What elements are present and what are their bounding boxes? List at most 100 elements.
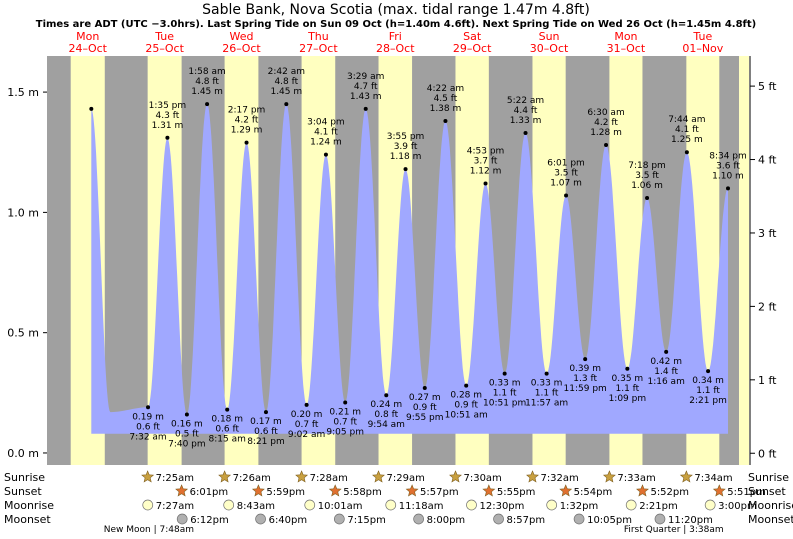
event-time: 7:27am bbox=[156, 501, 194, 512]
tide-label: 0.19 m bbox=[132, 412, 164, 422]
day-date: 01–Nov bbox=[682, 42, 723, 55]
tide-label: 1.07 m bbox=[550, 179, 582, 189]
tide-label: 7:18 pm bbox=[628, 161, 666, 171]
chart-subtitle: Times are ADT (UTC −3.0hrs). Last Spring… bbox=[36, 19, 756, 30]
event-time: 7:25am bbox=[156, 473, 194, 484]
sun-star-icon bbox=[482, 484, 496, 497]
tide-label: 3:55 pm bbox=[387, 132, 425, 142]
event-time: 11:20pm bbox=[668, 515, 713, 526]
row-label: Sunset bbox=[748, 485, 786, 498]
y-tick-label: 0.0 m bbox=[7, 447, 39, 460]
tide-label: 6:30 am bbox=[587, 108, 624, 118]
tide-label: 3.9 ft bbox=[394, 142, 418, 152]
tide-label: 1:35 pm bbox=[149, 101, 187, 111]
tide-label: 11:59 pm bbox=[564, 384, 607, 394]
row-label: Moonrise bbox=[4, 499, 54, 512]
tide-point bbox=[664, 349, 669, 354]
tide-label: 3.5 ft bbox=[635, 171, 659, 181]
moon-icon bbox=[142, 499, 154, 511]
tide-label: 9:05 pm bbox=[326, 427, 364, 437]
tide-point bbox=[284, 102, 289, 107]
tide-point bbox=[684, 150, 689, 155]
tide-label: 4.3 ft bbox=[156, 111, 180, 121]
sun-star-icon bbox=[526, 470, 539, 483]
tide-label: 1.4 ft bbox=[654, 367, 678, 377]
tide-label: 4.7 ft bbox=[354, 82, 378, 92]
tide-label: 1.1 ft bbox=[696, 386, 720, 396]
tide-point bbox=[89, 106, 94, 111]
tide-label: 1.25 m bbox=[671, 135, 703, 145]
tide-point bbox=[523, 130, 528, 135]
tide-label: 0.6 ft bbox=[254, 427, 278, 437]
moon-phase-note: New Moon | 7:48am bbox=[104, 525, 194, 535]
event-time: 8:57pm bbox=[507, 515, 546, 526]
tide-label: 0.35 m bbox=[612, 374, 644, 384]
sun-star-icon bbox=[449, 470, 462, 483]
day-name: Fri bbox=[389, 30, 402, 43]
moon-icon bbox=[304, 499, 316, 511]
day-date: 31–Oct bbox=[607, 42, 646, 55]
sun-star-icon bbox=[175, 484, 189, 497]
tide-point bbox=[502, 371, 507, 376]
tide-label: 0.39 m bbox=[569, 364, 601, 374]
event-time: 12:30pm bbox=[479, 501, 524, 512]
tide-label: 0.20 m bbox=[291, 410, 323, 420]
tide-label: 9:55 pm bbox=[406, 413, 444, 423]
tide-label: 8:34 pm bbox=[709, 151, 747, 161]
tide-label: 0.7 ft bbox=[295, 420, 319, 430]
tide-point bbox=[323, 152, 328, 157]
day-name: Wed bbox=[229, 30, 253, 43]
tide-label: 0.18 m bbox=[211, 415, 243, 425]
day-date: 29–Oct bbox=[453, 42, 492, 55]
y-tick-label: 1.0 m bbox=[7, 206, 39, 219]
tide-point bbox=[706, 369, 711, 374]
tide-label: 1.29 m bbox=[231, 126, 263, 136]
tide-label: 0.21 m bbox=[329, 407, 361, 417]
day-name: Tue bbox=[692, 30, 712, 43]
tide-label: 0.8 ft bbox=[374, 410, 398, 420]
tide-label: 7:32 am bbox=[129, 432, 166, 442]
event-time: 2:21pm bbox=[639, 501, 678, 512]
tide-label: 4.4 ft bbox=[514, 106, 538, 116]
event-time: 6:40pm bbox=[269, 515, 308, 526]
tide-label: 7:44 am bbox=[668, 115, 705, 125]
tide-label: 4.8 ft bbox=[274, 77, 298, 87]
tide-label: 4.1 ft bbox=[675, 125, 699, 135]
tide-label: 0.5 ft bbox=[175, 429, 199, 439]
tide-label: 1.3 ft bbox=[573, 374, 597, 384]
tide-label: 0.9 ft bbox=[413, 403, 437, 413]
tide-label: 1.45 m bbox=[191, 87, 223, 97]
event-time: 5:51pm bbox=[727, 487, 766, 498]
tide-label: 2:17 pm bbox=[228, 106, 266, 116]
moon-icon bbox=[223, 499, 235, 511]
tide-label: 6:01 pm bbox=[547, 159, 585, 169]
tide-label: 10:51 am bbox=[445, 411, 488, 421]
tide-point bbox=[384, 393, 389, 398]
event-time: 10:01am bbox=[318, 501, 363, 512]
tide-point bbox=[464, 383, 469, 388]
event-time: 7:28am bbox=[310, 473, 348, 484]
tide-label: 1.10 m bbox=[712, 171, 744, 181]
sun-star-icon bbox=[141, 470, 155, 483]
tide-label: 1:58 am bbox=[188, 67, 225, 77]
tide-point bbox=[564, 193, 569, 198]
tide-label: 3.7 ft bbox=[474, 157, 498, 167]
tide-label: 1.1 ft bbox=[615, 384, 639, 394]
sun-star-icon bbox=[218, 470, 232, 483]
tide-label: 0.33 m bbox=[531, 379, 563, 389]
tide-label: 3.5 ft bbox=[554, 169, 578, 179]
tide-label: 4:22 am bbox=[427, 84, 464, 94]
sun-star-icon bbox=[636, 484, 649, 497]
day-date: 26–Oct bbox=[222, 42, 261, 55]
row-label: Sunrise bbox=[4, 471, 45, 484]
event-time: 7:26am bbox=[233, 473, 271, 484]
day-date: 30–Oct bbox=[530, 42, 569, 55]
daylight-band bbox=[739, 56, 749, 465]
tide-label: 9:54 am bbox=[368, 420, 405, 430]
astro-events: Sunrise Sunrise 7:25am 7:26am 7:28am 7:29am 7:… bbox=[4, 470, 793, 535]
tide-point bbox=[343, 400, 348, 405]
event-time: 7:30am bbox=[463, 473, 501, 484]
y2-tick-label: 3 ft bbox=[758, 227, 777, 240]
tide-point bbox=[625, 366, 630, 371]
tide-label: 0.34 m bbox=[692, 376, 724, 386]
